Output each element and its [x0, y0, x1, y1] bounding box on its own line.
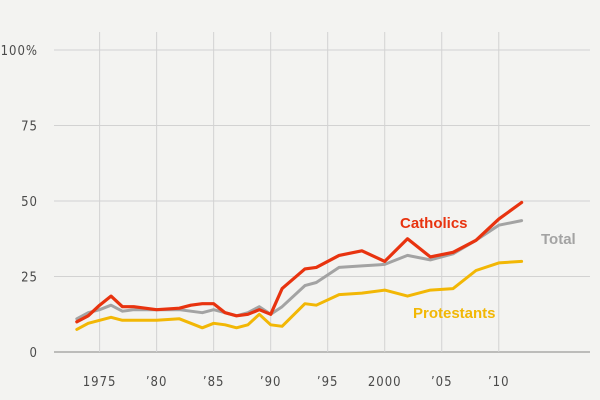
x-tick-label: ’10	[488, 375, 510, 390]
x-tick-label: ’90	[260, 375, 282, 390]
series-line-protestants	[75, 259, 524, 331]
series-label-catholics: Catholics	[400, 215, 468, 232]
x-tick-label: ’05	[431, 375, 453, 390]
y-tick-label: 0	[30, 346, 38, 361]
x-tick-label: ’95	[317, 375, 339, 390]
y-tick-label: 50	[21, 195, 38, 210]
y-tick-label: 25	[21, 271, 38, 286]
x-axis-ticks: 1975 ’80 ’85 ’90 ’95 2000 ’05 ’10	[83, 375, 510, 390]
series-lines	[75, 200, 524, 331]
series-line-catholics	[75, 200, 524, 324]
series-line-total	[75, 219, 524, 321]
y-tick-label: 75	[21, 120, 38, 135]
x-tick-label: ’85	[203, 375, 225, 390]
x-tick-label: 2000	[368, 375, 402, 390]
x-tick-label: 1975	[83, 375, 117, 390]
x-tick-label: ’80	[146, 375, 168, 390]
y-tick-label: 100%	[1, 44, 38, 59]
series-labels: Total Catholics Protestants	[400, 215, 576, 322]
series-label-total: Total	[541, 231, 576, 248]
grid	[54, 32, 590, 353]
series-label-protestants: Protestants	[413, 305, 496, 322]
y-axis-ticks: 0 25 50 75 100%	[1, 44, 38, 361]
